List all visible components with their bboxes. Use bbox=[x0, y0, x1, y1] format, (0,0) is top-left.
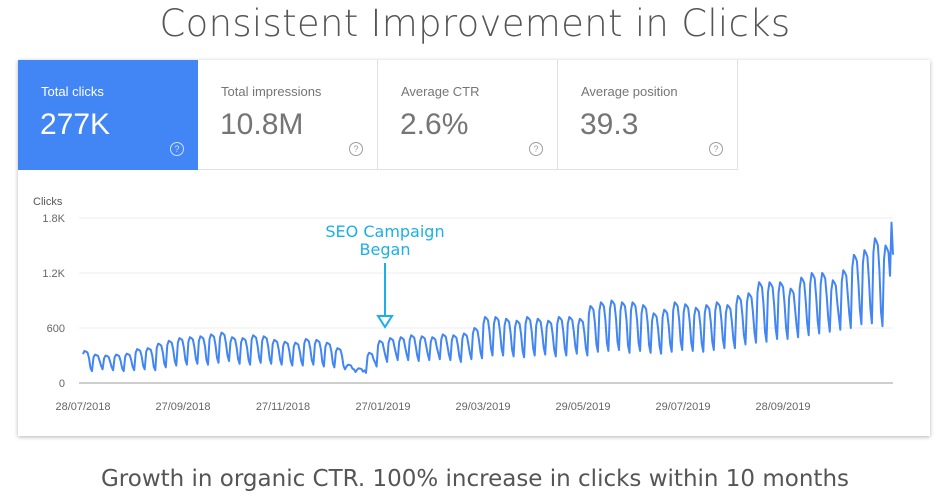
y-tick-label: 1.2K bbox=[42, 268, 65, 280]
metric-value: 10.8M bbox=[220, 108, 304, 141]
help-icon[interactable]: ? bbox=[170, 142, 184, 156]
performance-card: Total clicks 277K ? Total impressions 10.… bbox=[18, 60, 930, 436]
x-tick-label: 27/11/2018 bbox=[256, 401, 310, 413]
help-icon[interactable]: ? bbox=[529, 142, 543, 156]
metric-value: 277K bbox=[40, 108, 111, 141]
help-icon[interactable]: ? bbox=[709, 142, 723, 156]
x-tick-label: 29/07/2019 bbox=[655, 401, 710, 413]
annotation-text-line2: Began bbox=[360, 240, 411, 259]
help-icon[interactable]: ? bbox=[349, 142, 363, 156]
metric-value: 39.3 bbox=[580, 108, 639, 141]
metric-value: 2.6% bbox=[400, 108, 469, 141]
metric-label: Total impressions bbox=[221, 84, 322, 99]
x-tick-label: 28/09/2019 bbox=[755, 401, 810, 413]
metric-label: Average CTR bbox=[401, 84, 480, 99]
y-tick-label: 0 bbox=[59, 378, 65, 390]
clicks-series-line bbox=[82, 221, 894, 374]
x-tick-label: 27/09/2018 bbox=[155, 401, 210, 413]
metric-tile-average-position[interactable]: Average position 39.3 ? bbox=[558, 60, 738, 170]
x-tick-label: 29/05/2019 bbox=[555, 401, 610, 413]
metric-label: Total clicks bbox=[41, 84, 104, 99]
caption: Growth in organic CTR. 100% increase in … bbox=[100, 466, 850, 492]
metric-tile-total-impressions[interactable]: Total impressions 10.8M ? bbox=[198, 60, 378, 170]
metric-tile-average-ctr[interactable]: Average CTR 2.6% ? bbox=[378, 60, 558, 170]
page-title: Consistent Improvement in Clicks bbox=[159, 2, 791, 45]
annotation-text-line1: SEO Campaign bbox=[325, 222, 444, 241]
y-tick-label: 1.8K bbox=[42, 213, 65, 225]
y-axis-label: Clicks bbox=[33, 196, 63, 208]
y-tick-label: 600 bbox=[47, 323, 65, 335]
x-tick-label: 28/07/2018 bbox=[55, 401, 110, 413]
annotation-arrowhead-icon bbox=[376, 315, 394, 329]
x-tick-label: 27/01/2019 bbox=[355, 401, 410, 413]
clicks-chart: Clicks 0 600 1.2K 1.8K 28/07/2018 27/09/2018 27… bbox=[33, 196, 894, 413]
metric-label: Average position bbox=[581, 84, 678, 99]
metric-tile-total-clicks[interactable]: Total clicks 277K ? bbox=[18, 60, 198, 170]
x-tick-label: 29/03/2019 bbox=[455, 401, 510, 413]
